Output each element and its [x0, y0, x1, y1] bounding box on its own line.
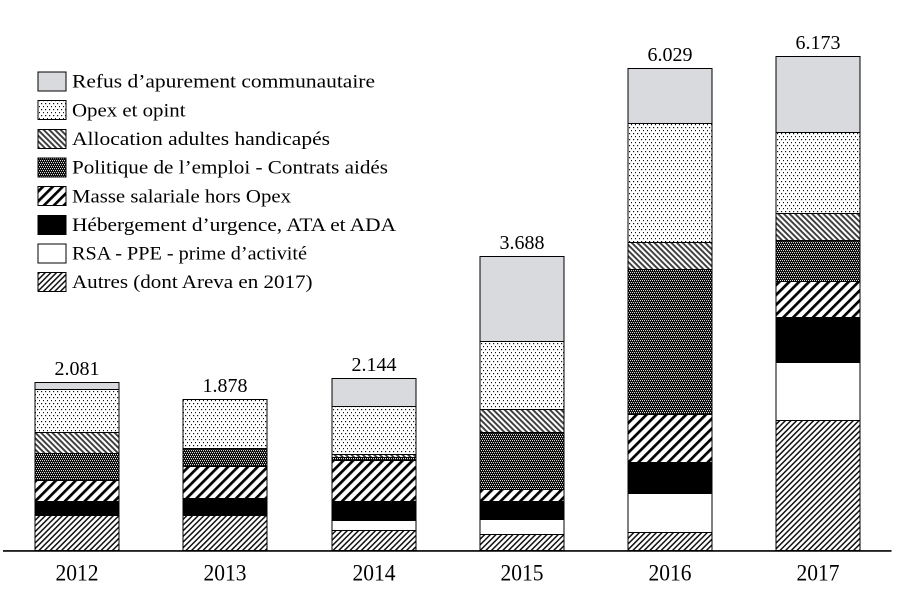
svg-text:2.081: 2.081: [55, 358, 100, 380]
svg-text:Opex et opint: Opex et opint: [72, 100, 186, 121]
svg-text:2014: 2014: [353, 561, 396, 587]
svg-text:RSA - PPE - prime d’activité: RSA - PPE - prime d’activité: [72, 244, 307, 265]
svg-text:Refus d’apurement communautair: Refus d’apurement communautaire: [72, 72, 375, 93]
svg-text:3.688: 3.688: [500, 232, 545, 254]
svg-text:Masse salariale hors Opex: Masse salariale hors Opex: [72, 186, 292, 207]
svg-text:Autres (dont Areva en 2017): Autres (dont Areva en 2017): [72, 272, 313, 293]
svg-text:2015: 2015: [501, 561, 544, 587]
svg-text:6.029: 6.029: [648, 44, 693, 66]
svg-text:2017: 2017: [797, 561, 840, 587]
svg-text:1.878: 1.878: [203, 375, 248, 397]
svg-text:2013: 2013: [204, 561, 247, 587]
svg-text:2016: 2016: [649, 561, 692, 587]
svg-text:Hébergement d’urgence, ATA et: Hébergement d’urgence, ATA et ADA: [72, 215, 396, 236]
svg-text:2.144: 2.144: [352, 354, 397, 376]
svg-text:Politique de l’emploi - Contra: Politique de l’emploi - Contrats aidés: [72, 158, 388, 179]
svg-text:Allocation adultes handicapés: Allocation adultes handicapés: [72, 129, 330, 150]
svg-text:6.173: 6.173: [796, 32, 841, 54]
svg-text:2012: 2012: [56, 561, 99, 587]
